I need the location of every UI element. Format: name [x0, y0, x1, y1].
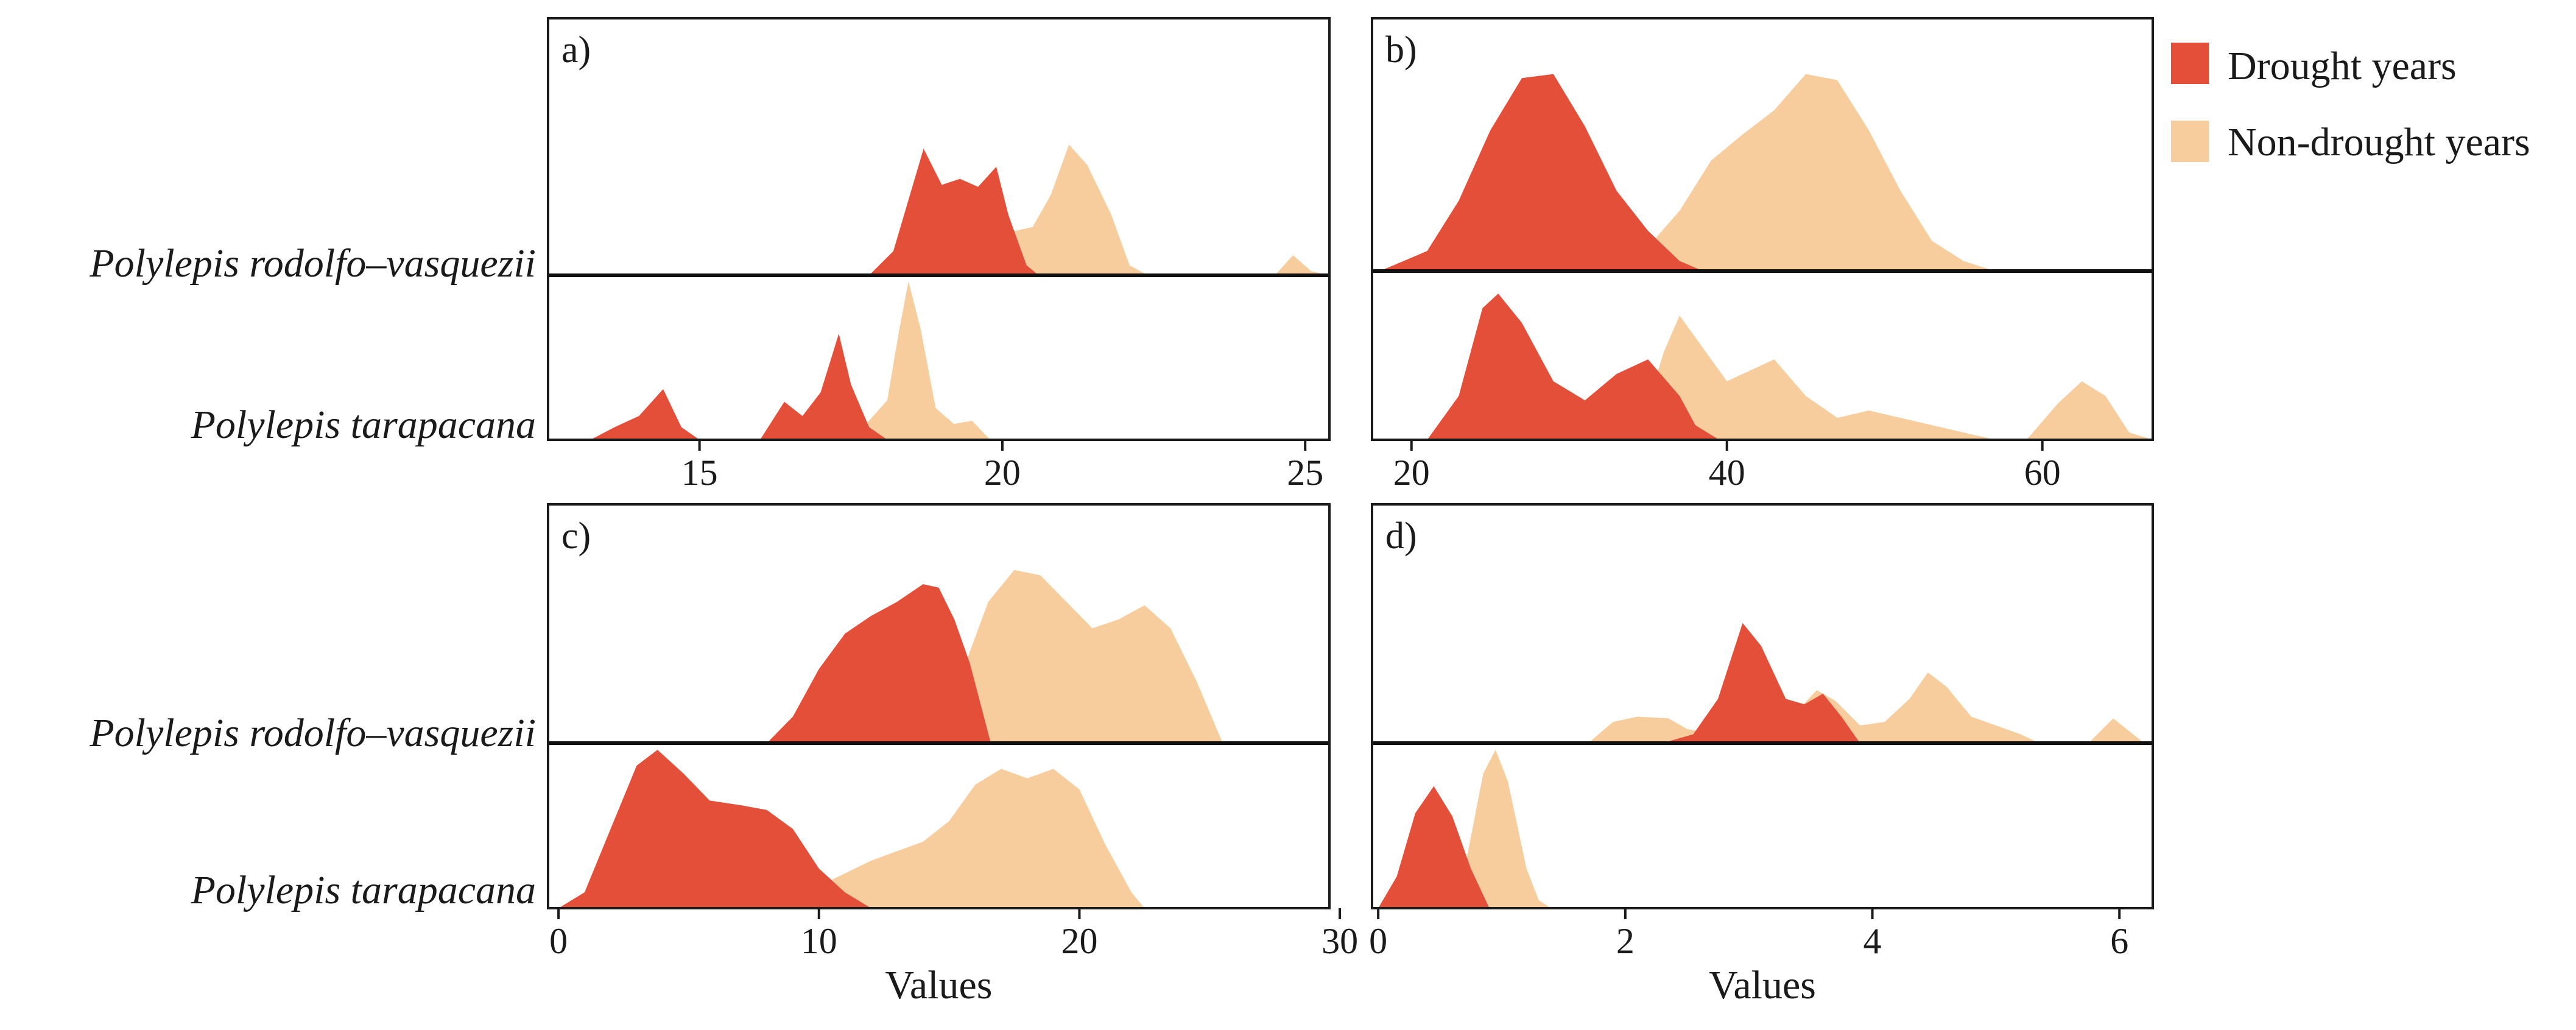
density-c-rodolfo-vasquezii-nondrought — [936, 570, 1223, 743]
legend-label-drought: Drought years — [2228, 44, 2457, 88]
density-a-rodolfo-vasquezii-drought — [869, 149, 1039, 275]
panel-a: a) 15 20 25 — [547, 17, 1331, 493]
panel-label: b) — [1385, 29, 1417, 71]
density-d-rodolfo-vasquezii-drought — [1662, 623, 1860, 743]
x-tick-label: 30 — [1321, 921, 1358, 961]
x-tick-label: 15 — [681, 453, 718, 493]
density-a-tarapacana-nondrought — [845, 281, 990, 440]
x-tick-label: 20 — [984, 453, 1021, 493]
panel-b: b) 20 40 60 — [1371, 17, 2154, 493]
panel-frame — [1371, 17, 2154, 441]
x-tick-label: 20 — [1393, 453, 1430, 493]
density-d-rodolfo-vasquezii-nondrought — [1588, 672, 2144, 743]
density-b-rodolfo-vasquezii-nondrought — [1616, 74, 1995, 271]
x-tick-label: 6 — [2110, 921, 2128, 961]
panel-label: c) — [561, 515, 591, 557]
x-axis-title: Values — [1709, 963, 1816, 1007]
x-tick-label: 0 — [549, 921, 568, 961]
panel-d: d) 0 2 4 6 Values — [1369, 503, 2154, 1007]
panel-frame — [547, 17, 1331, 441]
density-a-rodolfo-vasquezii-nondrought — [978, 144, 1329, 275]
density-d-tarapacana-drought — [1378, 786, 1490, 908]
legend-swatch-drought — [2171, 43, 2209, 84]
x-tick-label: 0 — [1369, 921, 1387, 961]
species-label-c-tarapacana: Polylepis tarapacana — [191, 868, 536, 912]
panel-c: c) 0 10 20 30 Values — [547, 503, 1358, 1007]
x-tick-label: 60 — [2024, 453, 2061, 493]
panel-frame — [547, 503, 1331, 909]
legend-label-nondrought: Non-drought years — [2228, 120, 2530, 164]
panel-label: d) — [1385, 515, 1417, 557]
species-label-a-rodolfo: Polylepis rodolfo–vasquezii — [89, 241, 536, 286]
species-label-c-rodolfo: Polylepis rodolfo–vasquezii — [89, 711, 536, 755]
density-b-tarapacana-nondrought — [1632, 316, 2153, 440]
panel-frame — [1371, 503, 2154, 909]
legend: Drought years Non-drought years — [2171, 43, 2530, 164]
density-b-rodolfo-vasquezii-drought — [1379, 74, 1703, 271]
density-a-tarapacana-drought — [590, 333, 887, 440]
x-axis-title: Values — [885, 963, 993, 1007]
x-tick-label: 25 — [1287, 453, 1323, 493]
density-b-tarapacana-drought — [1427, 294, 1719, 440]
density-c-tarapacana-nondrought — [558, 769, 1145, 908]
panel-label: a) — [561, 29, 591, 71]
x-tick-label: 10 — [801, 921, 837, 961]
x-tick-label: 20 — [1061, 921, 1097, 961]
species-label-a-tarapacana: Polylepis tarapacana — [191, 403, 536, 447]
legend-swatch-nondrought — [2171, 121, 2209, 162]
density-d-tarapacana-nondrought — [1446, 750, 1552, 908]
x-tick-label: 4 — [1863, 921, 1882, 961]
x-tick-label: 2 — [1616, 921, 1635, 961]
density-c-tarapacana-drought — [558, 750, 871, 908]
x-tick-label: 40 — [1709, 453, 1745, 493]
density-c-rodolfo-vasquezii-drought — [767, 584, 991, 743]
